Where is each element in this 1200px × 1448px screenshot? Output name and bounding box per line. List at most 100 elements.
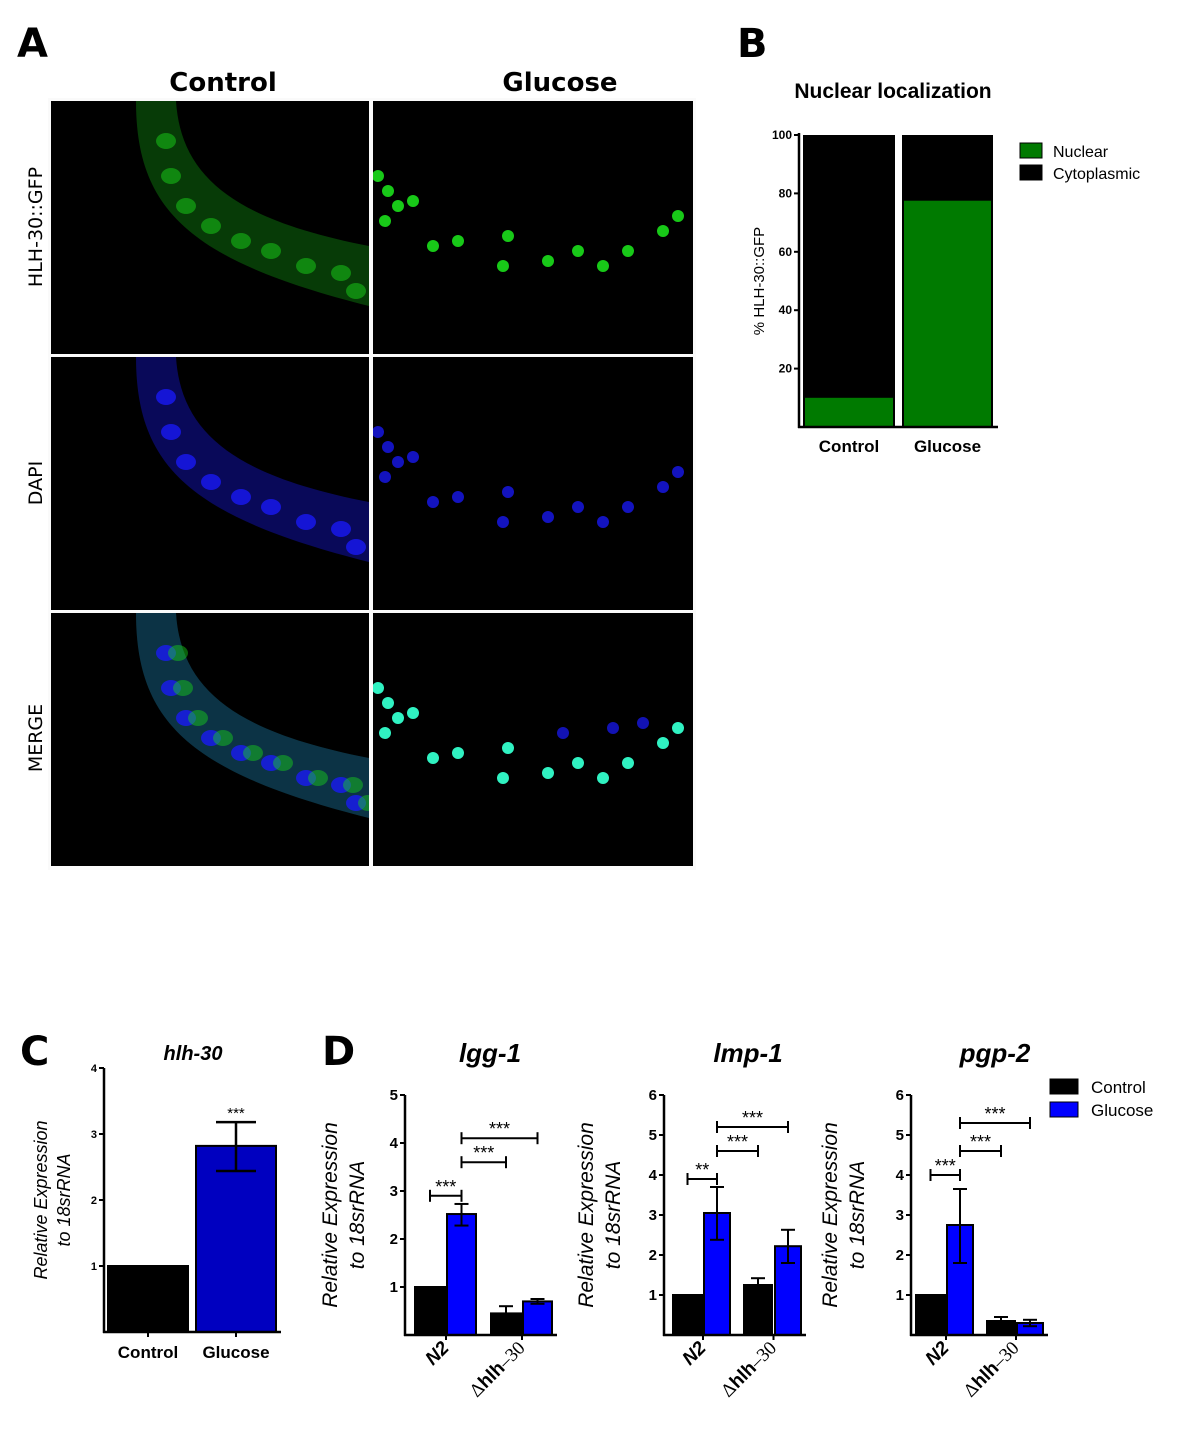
nucleus bbox=[392, 456, 404, 468]
nucleus bbox=[542, 255, 554, 267]
nucleus bbox=[156, 645, 176, 661]
nucleus bbox=[392, 712, 404, 724]
y-tick-label: 6 bbox=[649, 1087, 657, 1104]
micrograph-control-gfp bbox=[51, 101, 369, 354]
nucleus bbox=[176, 710, 196, 726]
y-tick-label: 1 bbox=[896, 1287, 904, 1304]
y-tick-label: 3 bbox=[390, 1183, 398, 1200]
x-tick-label: N2 bbox=[922, 1337, 954, 1369]
bar-Δhlh–30-control bbox=[490, 1312, 522, 1336]
nucleus bbox=[542, 767, 554, 779]
y-axis-label-line1: Relative Expression bbox=[819, 1122, 842, 1308]
nucleus bbox=[331, 265, 351, 281]
significance-label: *** bbox=[489, 1119, 510, 1139]
nucleus bbox=[213, 730, 233, 746]
nucleus bbox=[296, 514, 316, 530]
nucleus bbox=[156, 133, 176, 149]
nucleus bbox=[637, 717, 649, 729]
chart-title: lmp-1 bbox=[713, 1038, 782, 1068]
nucleus bbox=[331, 521, 351, 537]
worm-body bbox=[136, 357, 369, 562]
worm-body bbox=[136, 613, 369, 818]
y-tick-label: 2 bbox=[896, 1247, 904, 1264]
micrograph-canvas bbox=[373, 426, 684, 528]
nucleus bbox=[156, 389, 176, 405]
legend-swatch-glucose bbox=[1049, 1101, 1079, 1118]
nucleus bbox=[173, 680, 193, 696]
chart-nuclear-localization: Nuclear localization Control Glucose 20 40 60… bbox=[751, 80, 1140, 456]
legend-label-nuclear: Nuclear bbox=[1053, 144, 1109, 161]
nucleus bbox=[373, 426, 384, 438]
significance-label: *** bbox=[227, 1105, 245, 1122]
nucleus bbox=[201, 218, 221, 234]
nucleus bbox=[358, 795, 369, 811]
nucleus bbox=[231, 233, 251, 249]
row-label-merge: MERGE bbox=[25, 703, 47, 773]
nucleus bbox=[373, 170, 384, 182]
x-tick-label: N2 bbox=[422, 1337, 454, 1369]
nucleus bbox=[502, 742, 514, 754]
nucleus bbox=[343, 777, 363, 793]
chart-lgg-1: lgg-1 N2 Δhlh–30 1 2 3 4 5 Relative Expression to… bbox=[319, 1038, 557, 1401]
significance-label: *** bbox=[970, 1132, 991, 1152]
bar-Δhlh–30-control bbox=[986, 1320, 1016, 1336]
panel-c-letter: C bbox=[20, 1029, 50, 1075]
nucleus bbox=[597, 260, 609, 272]
legend-swatch-nuclear bbox=[1019, 142, 1043, 159]
nucleus bbox=[542, 511, 554, 523]
nucleus bbox=[497, 516, 509, 528]
bar-N2-control bbox=[915, 1294, 946, 1336]
worm-body bbox=[136, 613, 369, 818]
nucleus bbox=[379, 727, 391, 739]
bar-cytoplasmic-control bbox=[803, 135, 895, 427]
micrograph-control-dapi bbox=[51, 357, 369, 610]
significance-label: *** bbox=[984, 1104, 1005, 1124]
nucleus bbox=[261, 243, 281, 259]
nucleus bbox=[382, 441, 394, 453]
bar-N2-control bbox=[672, 1294, 703, 1336]
y-tick-label: 3 bbox=[896, 1207, 904, 1224]
significance-label: *** bbox=[435, 1177, 456, 1197]
legend-swatch-cytoplasmic bbox=[1019, 164, 1043, 181]
nucleus bbox=[231, 489, 251, 505]
nucleus bbox=[176, 198, 196, 214]
nucleus bbox=[502, 230, 514, 242]
x-tick-label: Δhlh–30 bbox=[960, 1338, 1024, 1402]
significance-label: *** bbox=[935, 1156, 956, 1176]
y-tick-label: 5 bbox=[390, 1087, 398, 1104]
nucleus bbox=[373, 682, 384, 694]
y-tick-label: 1 bbox=[91, 1261, 97, 1273]
nucleus bbox=[296, 770, 316, 786]
chart-title: pgp-2 bbox=[959, 1038, 1031, 1068]
nucleus bbox=[452, 747, 464, 759]
significance-label: ** bbox=[695, 1160, 709, 1180]
bar-glucose bbox=[195, 1144, 277, 1333]
nucleus bbox=[261, 499, 281, 515]
chart-hlh-30: hlh-30 Control Glucose *** 1 2 3 4 Relative Expr… bbox=[31, 1043, 281, 1362]
y-axis-label-line2: to 18srRNA bbox=[346, 1161, 369, 1270]
nucleus bbox=[407, 195, 419, 207]
y-tick-label: 3 bbox=[91, 1129, 97, 1141]
nucleus bbox=[331, 777, 351, 793]
nucleus bbox=[407, 451, 419, 463]
y-tick-label: 4 bbox=[91, 1063, 98, 1075]
bar-nuclear-control bbox=[805, 397, 893, 426]
nucleus bbox=[273, 755, 293, 771]
nucleus bbox=[308, 770, 328, 786]
bar-control bbox=[107, 1265, 189, 1333]
nucleus bbox=[497, 772, 509, 784]
x-tick-label: Δhlh–30 bbox=[466, 1338, 530, 1402]
nucleus bbox=[622, 501, 634, 513]
micrograph-glucose-dapi bbox=[373, 357, 693, 610]
y-tick-label: 2 bbox=[91, 1195, 97, 1207]
y-tick-label: 2 bbox=[390, 1231, 398, 1248]
y-tick-label: 5 bbox=[896, 1127, 904, 1144]
micrograph-control-merge bbox=[51, 613, 369, 866]
column-title-control: Control bbox=[169, 68, 277, 98]
nucleus bbox=[427, 496, 439, 508]
panel-d-letter: D bbox=[322, 1029, 356, 1075]
y-tick-label: 40 bbox=[779, 303, 793, 317]
